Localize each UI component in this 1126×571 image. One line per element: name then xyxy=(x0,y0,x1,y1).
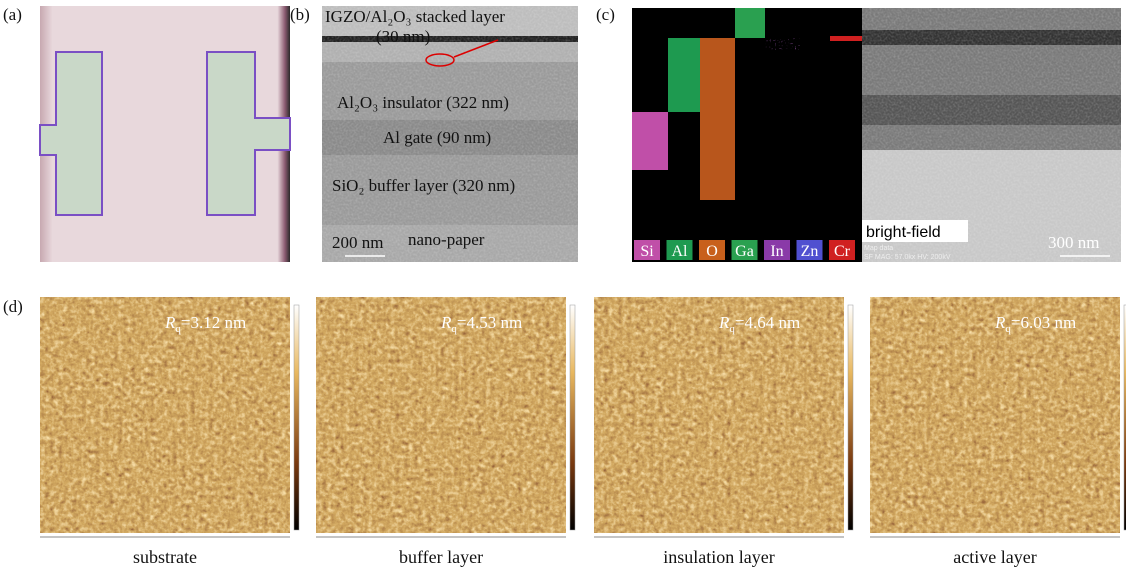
annotation: (30 nm) xyxy=(376,27,430,46)
panel-label: (d) xyxy=(3,297,23,316)
legend-label: O xyxy=(706,243,718,260)
element-map xyxy=(700,38,735,200)
caption: insulation layer xyxy=(663,547,774,567)
element-map xyxy=(830,36,862,41)
scale-bar-label: 300 nm xyxy=(1048,233,1099,252)
roughness-symbol: R xyxy=(164,313,176,332)
annotation: Al₂O₃ insulator (322 nm) xyxy=(337,93,509,112)
color-bar xyxy=(848,305,853,530)
panel-label: (a) xyxy=(3,5,22,24)
afm-image xyxy=(594,297,844,533)
roughness-symbol: R xyxy=(994,313,1006,332)
legend-label: In xyxy=(770,243,783,260)
afm-image xyxy=(40,297,290,533)
legend-label: Al xyxy=(672,243,689,260)
legend-label: Ga xyxy=(735,243,754,260)
afm-image xyxy=(316,297,566,533)
legend-label: Zn xyxy=(801,243,819,260)
bright-field-label: bright-field xyxy=(866,224,941,241)
afm-image xyxy=(870,297,1120,533)
color-bar xyxy=(570,305,575,530)
scale-bar-label: 200 nm xyxy=(332,233,383,252)
roughness-symbol: R xyxy=(440,313,452,332)
legend-label: Cr xyxy=(834,243,851,260)
caption: substrate xyxy=(133,547,197,567)
roughness-value: =6.03 nm xyxy=(1011,313,1076,332)
panel-label: (b) xyxy=(290,5,310,24)
info: SF MAG: 57.0kx HV: 200kV xyxy=(864,254,951,261)
element-map xyxy=(668,38,700,112)
roughness-symbol: R xyxy=(718,313,730,332)
info: Map data xyxy=(864,245,893,252)
element-map xyxy=(735,8,765,38)
roughness-value: =4.53 nm xyxy=(457,313,522,332)
figure: (a) (b) IGZO/Al₂O₃ stacked layer (30 nm)… xyxy=(0,0,1126,571)
annotation: IGZO/Al₂O₃ stacked layer xyxy=(325,7,505,26)
roughness-value: =4.64 nm xyxy=(735,313,800,332)
annotation: SiO₂ buffer layer (320 nm) xyxy=(332,176,515,195)
caption: active layer xyxy=(953,547,1036,567)
element-map xyxy=(632,112,668,170)
annotation: Al gate (90 nm) xyxy=(383,128,491,147)
caption: buffer layer xyxy=(399,547,483,567)
color-bar xyxy=(294,305,299,530)
element-map xyxy=(765,38,800,50)
panel-label: (c) xyxy=(596,5,615,24)
annotation: nano-paper xyxy=(408,230,485,249)
roughness-value: =3.12 nm xyxy=(181,313,246,332)
legend-label: Si xyxy=(640,243,654,260)
